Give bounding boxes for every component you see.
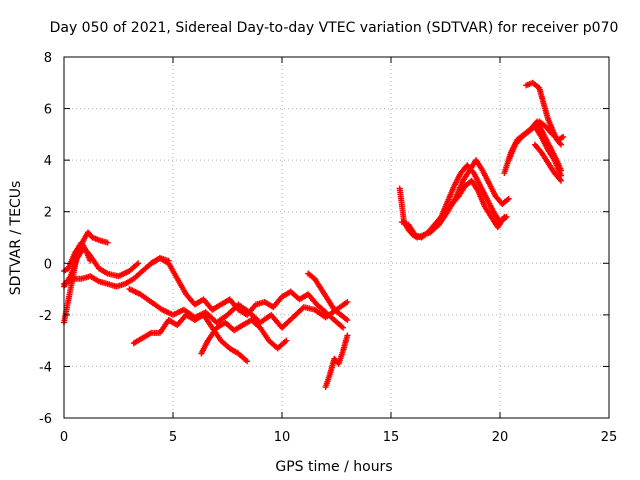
- data-point: [344, 332, 351, 339]
- x-tick-label: 20: [492, 430, 509, 445]
- data-point: [283, 337, 290, 344]
- series-track-15: [505, 123, 565, 179]
- data-point: [505, 195, 512, 202]
- axis-ticks: 0 5 10 15 20 25 -6 -4 -2 0 2 4 6 8: [39, 51, 617, 445]
- x-axis-label: GPS time / hours: [275, 459, 392, 475]
- plot-frame: [63, 56, 610, 419]
- series-track-10: [322, 332, 351, 391]
- data-point: [558, 141, 565, 148]
- y-tick-label: 0: [44, 257, 52, 272]
- y-tick-label: -6: [39, 412, 52, 427]
- grid: [64, 57, 609, 418]
- x-tick-label: 15: [383, 430, 400, 445]
- series-track-9: [305, 270, 351, 324]
- x-tick-label: 10: [274, 430, 291, 445]
- y-tick-label: -4: [39, 360, 52, 375]
- y-tick-label: 4: [44, 154, 52, 169]
- series-track-18: [536, 118, 567, 143]
- y-tick-label: 6: [44, 103, 52, 118]
- trail-marker: [437, 215, 444, 222]
- data-point: [344, 317, 351, 324]
- x-tick-label: 5: [169, 430, 177, 445]
- y-tick-label: 2: [44, 206, 52, 221]
- data-point: [560, 133, 567, 140]
- data-point: [340, 324, 347, 331]
- series-track-6: [126, 286, 351, 331]
- series-track-13: [442, 177, 508, 231]
- series-track-4: [61, 239, 94, 275]
- data-point: [135, 260, 142, 267]
- y-axis-label: SDTVAR / TECUs: [8, 181, 24, 296]
- data-layer: [61, 79, 567, 391]
- series-track-7: [198, 317, 290, 357]
- chart-title: Day 050 of 2021, Sidereal Day-to-day VTE…: [50, 20, 619, 36]
- trail-marker: [556, 176, 563, 183]
- y-tick-label: 8: [44, 51, 52, 66]
- series-track-17: [531, 141, 565, 184]
- data-point: [344, 298, 351, 305]
- series-track-8: [148, 255, 347, 331]
- data-point: [558, 177, 565, 184]
- y-tick-label: -2: [39, 309, 52, 324]
- data-point: [104, 239, 111, 246]
- data-point: [87, 257, 94, 264]
- data-point: [244, 358, 251, 365]
- data-point: [501, 213, 508, 220]
- series-track-5: [130, 311, 251, 365]
- x-tick-label: 25: [601, 430, 618, 445]
- x-tick-label: 0: [60, 430, 68, 445]
